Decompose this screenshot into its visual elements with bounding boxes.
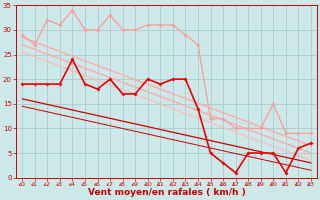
X-axis label: Vent moyen/en rafales ( km/h ): Vent moyen/en rafales ( km/h ) [88,188,245,197]
